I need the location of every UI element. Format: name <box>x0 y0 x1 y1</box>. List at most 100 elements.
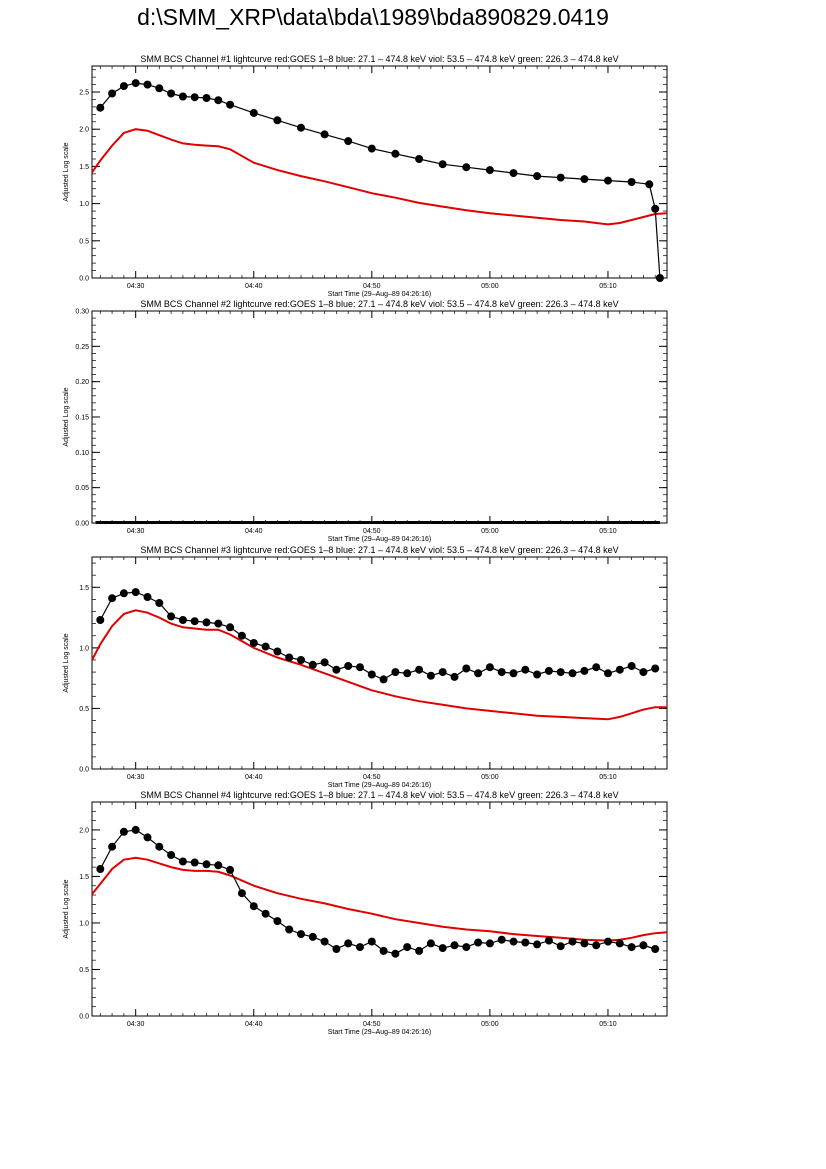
bcs-data-point <box>143 593 152 601</box>
bcs-data-point <box>332 665 341 674</box>
y-tick-label: 1.5 <box>79 164 89 171</box>
bcs-data-point <box>615 665 624 674</box>
bcs-data-point <box>178 616 187 624</box>
bcs-data-point <box>308 932 317 941</box>
bcs-data-point <box>592 941 601 950</box>
bcs-data-point <box>249 902 258 911</box>
bcs-data-point <box>604 669 612 678</box>
bcs-data-point <box>214 96 223 105</box>
bcs-data-point <box>627 178 636 186</box>
bcs-data-point <box>509 669 518 678</box>
chart-panel-4: SMM BCS Channel #4 lightcurve red:GOES 1… <box>63 790 668 1036</box>
bcs-data-point <box>190 858 199 867</box>
bcs-data-point <box>344 137 353 146</box>
bcs-data-point <box>367 937 376 946</box>
y-tick-label: 0.5 <box>79 967 89 974</box>
bcs-data-point <box>261 642 270 651</box>
bcs-data-point <box>344 662 353 670</box>
bcs-data-point <box>273 917 282 926</box>
bcs-data-point <box>580 939 589 948</box>
bcs-data-point <box>639 668 648 677</box>
y-tick-label: 0.00 <box>75 521 89 528</box>
bcs-data-point <box>651 204 660 213</box>
y-tick-label: 0.5 <box>79 706 89 713</box>
bcs-data-point <box>96 865 105 873</box>
x-tick-label: 04:50 <box>363 1021 381 1028</box>
bcs-data-point <box>497 668 506 677</box>
bcs-data-point <box>645 180 654 189</box>
bcs-data-point <box>320 130 329 139</box>
x-axis-label: Start Time (29–Aug–89 04:26:16) <box>328 782 432 789</box>
bcs-data-point <box>462 163 471 172</box>
bcs-data-point <box>391 668 400 677</box>
bcs-data-point <box>320 658 329 667</box>
x-tick-label: 04:30 <box>127 774 145 781</box>
bcs-data-point <box>356 943 364 952</box>
y-tick-label: 1.5 <box>79 585 89 592</box>
bcs-data-point <box>521 665 530 674</box>
y-tick-label: 2.5 <box>79 90 89 97</box>
bcs-data-point <box>379 675 388 684</box>
page-title: d:\SMM_XRP\data\bda\1989\bda890829.0419 <box>137 4 609 30</box>
plot-frame <box>91 310 668 524</box>
x-tick-label: 04:30 <box>127 528 145 535</box>
bcs-data-point <box>627 943 636 952</box>
bcs-data-point <box>509 937 518 946</box>
x-tick-label: 05:10 <box>599 774 617 781</box>
bcs-data-point <box>190 617 199 626</box>
bcs-data-point <box>604 937 612 946</box>
bcs-data-point <box>651 945 660 953</box>
bcs-data-point <box>509 169 518 178</box>
x-axis-label: Start Time (29–Aug–89 04:26:16) <box>328 536 432 543</box>
bcs-data-point <box>426 939 435 948</box>
bcs-data-point <box>415 946 424 955</box>
plot-frame <box>91 801 668 1017</box>
bcs-data-point <box>474 938 483 947</box>
x-tick-label: 04:40 <box>245 1021 263 1028</box>
bcs-data-point <box>202 860 211 869</box>
bcs-data-point <box>450 672 459 681</box>
bcs-data-point <box>214 861 223 870</box>
bcs-data-point <box>167 612 176 621</box>
x-tick-label: 04:50 <box>363 774 381 781</box>
bcs-data-point <box>167 851 176 859</box>
bcs-data-point <box>155 84 164 93</box>
bcs-data-point <box>462 943 471 952</box>
bcs-data-point <box>285 653 294 662</box>
y-tick-label: 1.0 <box>79 920 89 927</box>
bcs-data-point <box>403 943 412 952</box>
bcs-data-point <box>521 938 530 947</box>
bcs-data-point <box>96 103 105 112</box>
bcs-data-point <box>415 155 424 163</box>
bcs-data-point <box>485 166 494 175</box>
bcs-trace <box>99 829 656 955</box>
bcs-data-point <box>415 665 424 674</box>
bcs-data-point <box>308 660 317 669</box>
bcs-data-point <box>391 149 400 158</box>
bcs-data-point <box>403 669 412 678</box>
y-axis-label: Adjusted Log scale <box>63 387 70 446</box>
bcs-data-point <box>533 670 542 679</box>
bcs-data-point <box>143 80 152 89</box>
x-tick-label: 05:00 <box>481 774 499 781</box>
bcs-data-point <box>592 663 601 672</box>
bcs-data-point <box>438 944 447 953</box>
bcs-data-point <box>131 588 140 597</box>
bcs-data-point <box>108 594 117 603</box>
y-tick-label: 0.0 <box>79 276 89 283</box>
x-tick-label: 05:10 <box>599 1021 617 1028</box>
bcs-data-point <box>533 172 542 181</box>
bcs-data-point <box>119 82 128 91</box>
x-tick-label: 04:40 <box>245 283 263 290</box>
bcs-data-point <box>226 623 235 632</box>
x-tick-label: 04:30 <box>127 1021 145 1028</box>
x-tick-label: 05:10 <box>599 528 617 535</box>
x-tick-label: 04:30 <box>127 283 145 290</box>
y-tick-label: 0.20 <box>75 379 89 386</box>
y-tick-label: 0.25 <box>75 344 89 351</box>
bcs-data-point <box>155 599 164 607</box>
bcs-data-point <box>391 949 400 958</box>
bcs-data-point <box>580 175 589 184</box>
chart-panel-1: SMM BCS Channel #1 lightcurve red:GOES 1… <box>63 54 668 298</box>
